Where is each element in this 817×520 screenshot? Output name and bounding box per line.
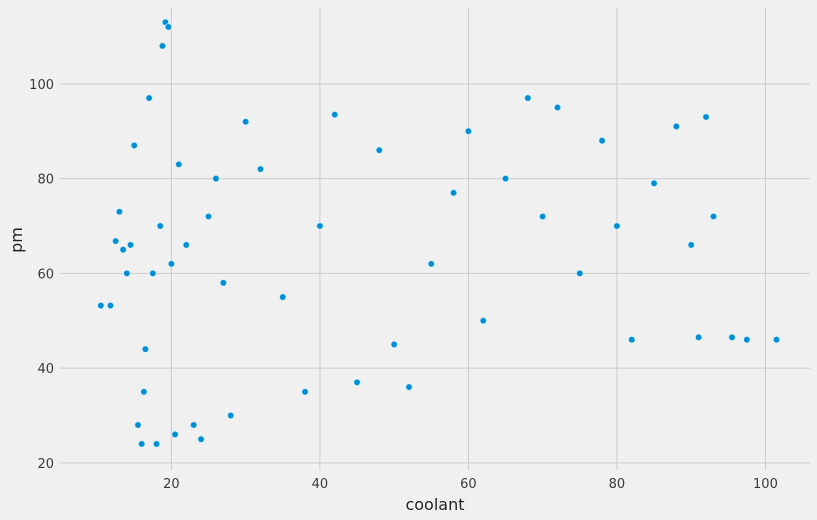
x-tick-label: 100 — [753, 477, 778, 492]
grid — [60, 8, 810, 470]
y-tick-labels: 20 40 60 80 100 — [29, 78, 54, 472]
data-point — [134, 421, 142, 429]
y-tick-label: 60 — [37, 267, 54, 282]
data-point — [479, 317, 487, 325]
data-point — [672, 122, 681, 131]
data-point — [694, 333, 703, 342]
data-point — [227, 411, 235, 420]
y-axis-label: pm — [7, 227, 26, 253]
data-point — [119, 245, 127, 254]
data-point — [650, 179, 658, 188]
data-point — [316, 222, 324, 230]
data-point — [171, 430, 179, 439]
data-point — [613, 222, 621, 230]
data-point — [137, 440, 146, 448]
data-point — [197, 435, 205, 443]
data-point — [375, 146, 384, 154]
data-point — [390, 340, 398, 349]
data-point — [212, 174, 220, 183]
data-point — [167, 260, 176, 268]
data-point — [126, 241, 135, 249]
x-tick-label: 60 — [460, 477, 477, 492]
y-tick-label: 100 — [29, 78, 54, 93]
data-point — [145, 94, 153, 102]
data-point — [464, 127, 473, 135]
data-point — [331, 110, 339, 119]
x-tick-label: 40 — [312, 477, 329, 492]
data-point — [123, 269, 131, 278]
data-point — [524, 94, 532, 102]
data-point — [576, 269, 584, 278]
data-point — [256, 165, 265, 173]
data-point — [130, 141, 138, 150]
data-point — [301, 388, 309, 396]
data-point — [501, 174, 510, 183]
y-tick-label: 80 — [37, 173, 54, 188]
data-point — [279, 293, 287, 301]
data-point — [241, 118, 250, 126]
x-tick-label: 80 — [609, 477, 626, 492]
data-point — [353, 378, 361, 387]
data-point — [152, 440, 161, 448]
data-point — [538, 212, 547, 221]
data-point — [427, 260, 435, 268]
data-points — [97, 18, 781, 448]
data-point — [158, 42, 167, 50]
data-point — [628, 335, 636, 344]
data-point — [553, 103, 562, 112]
data-point — [175, 160, 183, 169]
data-point — [106, 301, 115, 310]
data-point — [141, 345, 150, 353]
data-point — [140, 388, 148, 396]
data-point — [709, 212, 718, 221]
data-point — [156, 222, 164, 230]
x-tick-label: 20 — [163, 477, 180, 492]
data-point — [449, 189, 458, 197]
data-point — [405, 383, 413, 391]
data-point — [189, 421, 198, 429]
data-point — [598, 136, 606, 145]
data-point — [743, 335, 751, 344]
data-point — [728, 333, 736, 342]
data-point — [97, 301, 105, 310]
data-point — [687, 241, 695, 249]
y-tick-label: 40 — [37, 362, 54, 377]
data-point — [772, 335, 781, 344]
x-tick-labels: 20 40 60 80 100 — [163, 477, 778, 492]
data-point — [115, 208, 124, 216]
data-point — [164, 23, 173, 31]
data-point — [204, 212, 213, 221]
data-point — [219, 279, 228, 287]
y-tick-label: 20 — [37, 457, 54, 472]
data-point — [182, 241, 190, 249]
data-point — [149, 269, 157, 278]
x-axis-label: coolant — [405, 495, 464, 514]
data-point — [702, 113, 710, 121]
data-point — [111, 237, 120, 245]
